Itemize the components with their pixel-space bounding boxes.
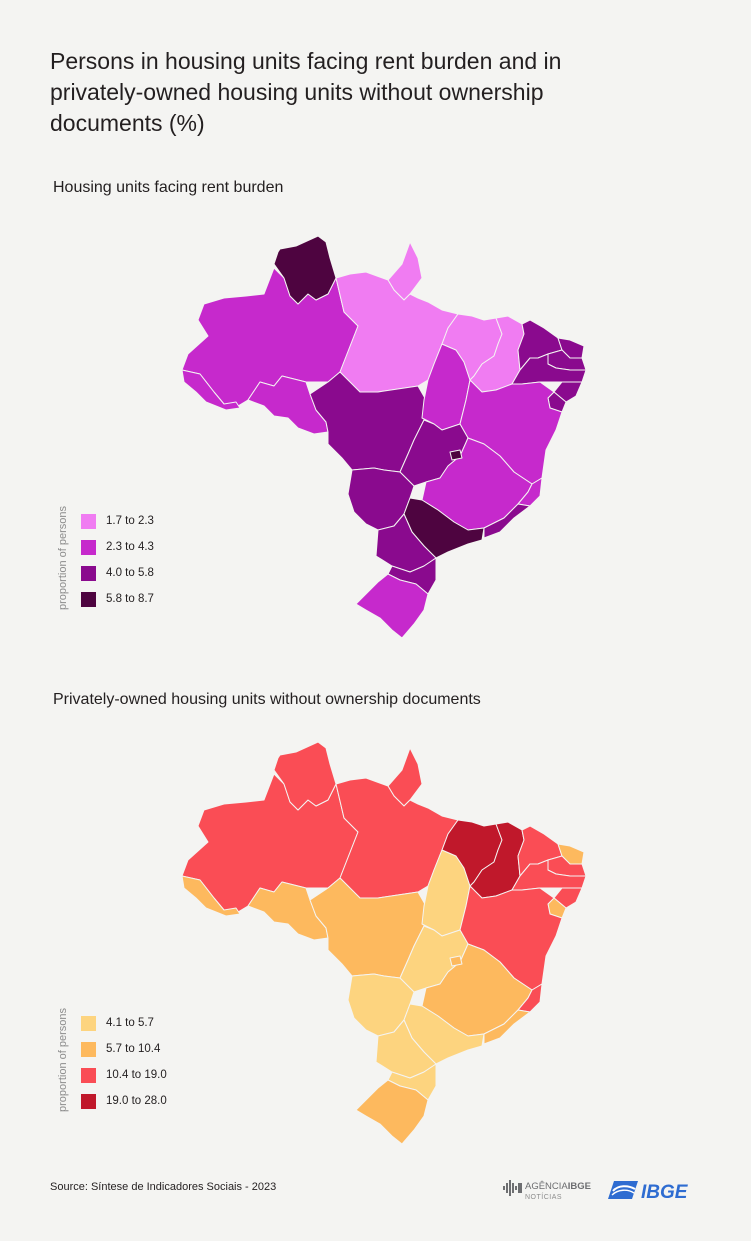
map-2-subtitle: Privately-owned housing units without ow…: [53, 691, 481, 708]
map-2-legend: proportion of persons 4.1 to 5.7 5.7 to …: [55, 998, 215, 1123]
legend-label: 4.1 to 5.7: [106, 1017, 154, 1029]
agencia-logo-subtext: NOTÍCIAS: [525, 1192, 562, 1201]
legend-label: 5.8 to 8.7: [106, 593, 154, 605]
legend-swatch: [81, 1042, 96, 1057]
page-title: Persons in housing units facing rent bur…: [50, 48, 562, 136]
map-2-no-ownership-documents: [181, 741, 587, 1145]
state-rr: [273, 741, 337, 811]
ibge-logo-text: IBGE: [641, 1182, 689, 1203]
legend-label: 10.4 to 19.0: [106, 1069, 167, 1081]
state-df: [449, 955, 463, 967]
agencia-logo-text: AGÊNCIAIBGE: [525, 1181, 591, 1192]
legend-swatch: [81, 592, 96, 607]
map-2-legend-title: proportion of persons: [57, 1008, 69, 1112]
legend-label: 19.0 to 28.0: [106, 1095, 167, 1107]
map-1-legend-axis: proportion of persons: [55, 496, 71, 621]
state-rs: [355, 1079, 429, 1145]
source-note: Source: Síntese de Indicadores Sociais -…: [50, 1181, 277, 1193]
map-2-legend-axis: proportion of persons: [55, 998, 71, 1123]
state-rj: [483, 503, 531, 539]
state-ac: [181, 369, 241, 411]
state-al: [553, 381, 583, 403]
state-al: [553, 887, 583, 909]
agencia-mark-icon: [503, 1180, 522, 1196]
legend-swatch: [81, 1016, 96, 1031]
legend-swatch: [81, 514, 96, 529]
legend-swatch: [81, 1094, 96, 1109]
map-1-rent-burden: [181, 235, 587, 639]
legend-swatch: [81, 1068, 96, 1083]
legend-label: 4.0 to 5.8: [106, 567, 154, 579]
legend-label: 1.7 to 2.3: [106, 515, 154, 527]
state-rr: [273, 235, 337, 305]
map-1-legend: proportion of persons 1.7 to 2.3 2.3 to …: [55, 496, 215, 621]
legend-swatch: [81, 566, 96, 581]
map-1-subtitle: Housing units facing rent burden: [53, 179, 284, 196]
state-ac: [181, 875, 241, 917]
agencia-ibge-logo: AGÊNCIAIBGE NOTÍCIAS: [503, 1180, 591, 1201]
ibge-logo: IBGE: [608, 1181, 689, 1203]
state-rs: [355, 573, 429, 639]
ibge-flag-icon: [608, 1181, 638, 1199]
map-1-legend-title: proportion of persons: [57, 506, 69, 610]
legend-label: 5.7 to 10.4: [106, 1043, 161, 1055]
state-rj: [483, 1009, 531, 1045]
legend-swatch: [81, 540, 96, 555]
state-df: [449, 449, 463, 461]
legend-label: 2.3 to 4.3: [106, 541, 154, 553]
